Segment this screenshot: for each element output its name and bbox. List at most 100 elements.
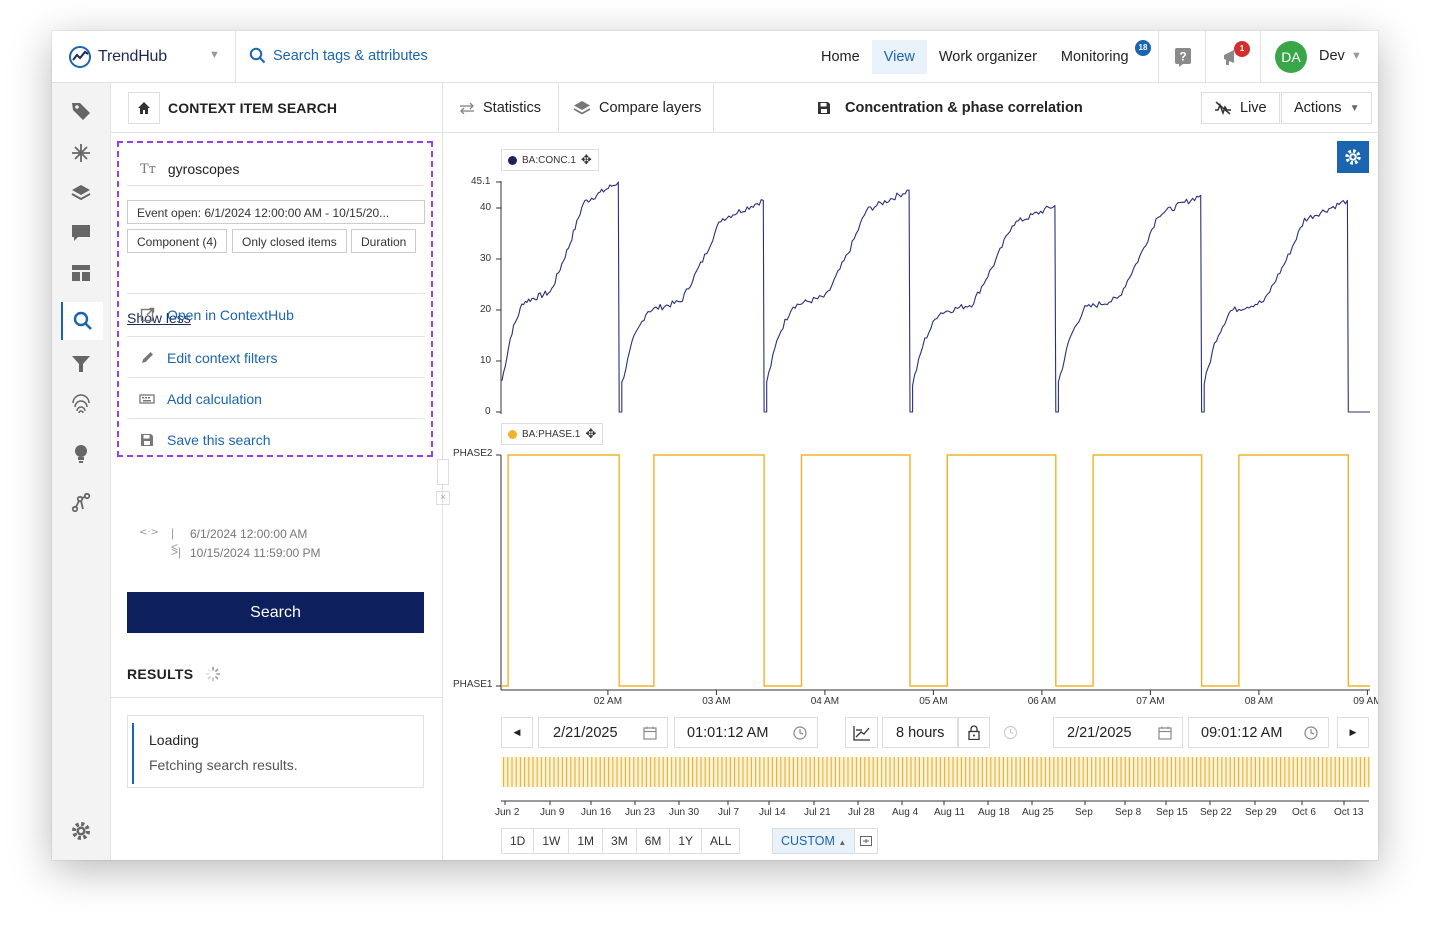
range-6m-button[interactable]: 6M — [637, 829, 671, 853]
navigator-stripe — [1065, 757, 1067, 787]
edit-filters-action[interactable]: Edit context filters — [127, 336, 425, 378]
open-contexthub-action[interactable]: Open in ContextHub — [127, 293, 425, 335]
navigator-stripe — [503, 757, 505, 787]
show-less-link[interactable]: Show less — [127, 310, 191, 326]
rail-layers-button[interactable] — [61, 174, 101, 212]
lock-duration-button[interactable] — [958, 717, 990, 748]
app-name: TrendHub — [98, 48, 167, 65]
keyboard-icon — [139, 393, 155, 404]
navigator-stripe — [1183, 757, 1185, 787]
navigator-stripe — [746, 757, 748, 787]
navigator-stripe — [944, 757, 946, 787]
navigator-stripe — [511, 757, 513, 787]
rail-fingerprint-button[interactable] — [61, 385, 101, 423]
home-button[interactable] — [128, 92, 160, 124]
nav-monitoring[interactable]: Monitoring — [1060, 48, 1129, 65]
navigator-stripe — [683, 757, 685, 787]
phase-legend[interactable]: BA:PHASE.1 ✥ — [501, 423, 604, 445]
navigator-stripe — [1338, 757, 1340, 787]
time-prev-button[interactable]: ◀ — [501, 717, 533, 748]
live-button[interactable]: Live — [1201, 92, 1280, 124]
results-label: RESULTS — [127, 666, 194, 682]
user-name[interactable]: Dev — [1319, 48, 1345, 64]
navigator-stripe — [1128, 757, 1130, 787]
navigator-stripe — [956, 757, 958, 787]
range-1y-button[interactable]: 1Y — [670, 829, 703, 853]
trend-chart[interactable]: 02 AM 03 AM 04 AM 05 AM 06 AM 07 AM 08 AM 09 AM — [52, 31, 1378, 860]
statistics-button[interactable]: Statistics — [459, 83, 541, 132]
chart-settings-button[interactable] — [1337, 141, 1369, 173]
move-icon[interactable]: ✥ — [585, 426, 597, 441]
history-icon[interactable] — [1003, 725, 1018, 745]
range-all-button[interactable]: ALL — [710, 834, 732, 848]
filter-chip-closed[interactable]: Only closed items — [232, 229, 347, 253]
navigator-stripe — [553, 757, 555, 787]
range-1m-button[interactable]: 1M — [569, 829, 604, 853]
range-3m-button[interactable]: 3M — [603, 829, 637, 853]
rail-insights-button[interactable] — [61, 434, 101, 472]
navigator-stripe — [650, 757, 652, 787]
app-logo[interactable]: TrendHub — [68, 45, 167, 69]
navigator-stripe — [973, 757, 975, 787]
duration-field[interactable]: 8 hours — [882, 717, 958, 748]
navigator-band[interactable] — [501, 757, 1370, 805]
rail-events-button[interactable] — [61, 134, 101, 172]
navigator-stripe — [1368, 757, 1370, 787]
home-icon — [138, 102, 150, 114]
start-time-field[interactable]: 01:01:12 AM — [674, 717, 818, 748]
navigator-stripe — [1137, 757, 1139, 787]
clock-icon — [1304, 725, 1318, 740]
search-button[interactable]: Search — [127, 592, 424, 633]
rail-filter-button[interactable] — [61, 345, 101, 383]
text-type-icon: Tт — [140, 161, 156, 177]
filter-chip-event[interactable]: Event open: 6/1/2024 12:00:00 AM - 10/15… — [127, 200, 425, 224]
x-tick-label: 07 AM — [1136, 696, 1164, 707]
custom-range-button[interactable]: CUSTOM ▲ — [772, 828, 879, 854]
navigator-stripe — [616, 757, 618, 787]
rail-tags-button[interactable] — [61, 92, 101, 130]
move-icon[interactable]: ✥ — [580, 152, 592, 167]
actions-button[interactable]: Actions ▼ — [1281, 92, 1373, 124]
filter-chip-duration[interactable]: Duration — [351, 229, 417, 253]
navigator-stripe — [519, 757, 521, 787]
filter-chip-component[interactable]: Component (4) — [127, 229, 228, 253]
view-toolbar: Statistics Compare layers Concentration … — [443, 83, 1378, 133]
compare-layers-button[interactable]: Compare layers — [573, 83, 701, 132]
user-menu-caret-icon[interactable]: ▼ — [1351, 50, 1362, 62]
expand-range-icon[interactable] — [854, 829, 877, 853]
nav-home[interactable]: Home — [821, 48, 860, 65]
navigator-stripe — [1212, 757, 1214, 787]
rail-annotations-button[interactable] — [61, 214, 101, 252]
panel-resize-handle[interactable] — [437, 459, 449, 485]
navigator-stripe — [792, 757, 794, 787]
statistics-label: Statistics — [483, 99, 542, 116]
end-date-field[interactable]: 2/21/2025 — [1053, 717, 1183, 748]
app-switcher-caret-icon[interactable]: ▼ — [209, 49, 220, 61]
search-tags-button[interactable]: Search tags & attributes — [249, 47, 428, 64]
rail-settings-button[interactable] — [61, 812, 101, 850]
navigator-label: Oct 6 — [1292, 807, 1316, 818]
query-input[interactable]: Tт gyroscopes — [127, 153, 423, 186]
range-1w-button[interactable]: 1W — [534, 829, 570, 853]
save-search-action[interactable]: Save this search — [127, 418, 425, 460]
avatar[interactable]: DA — [1275, 41, 1307, 73]
rail-dashboard-button[interactable] — [61, 254, 101, 292]
close-small-icon[interactable]: × — [436, 491, 450, 505]
navigator-stripe — [532, 757, 534, 787]
nav-view[interactable]: View — [871, 39, 927, 74]
rail-pattern-button[interactable] — [61, 484, 101, 522]
end-time-field[interactable]: 09:01:12 AM — [1188, 717, 1329, 748]
range-1d-button[interactable]: 1D — [502, 829, 535, 853]
time-next-button[interactable]: ▶ — [1337, 717, 1369, 748]
start-date-field[interactable]: 2/21/2025 — [538, 717, 668, 748]
zoom-chart-button[interactable] — [845, 717, 878, 748]
conc-legend[interactable]: BA:CONC.1 ✥ — [501, 149, 599, 171]
rail-search-button[interactable] — [61, 302, 103, 340]
nav-work-organizer[interactable]: Work organizer — [938, 48, 1037, 65]
add-calculation-action[interactable]: Add calculation — [127, 377, 425, 419]
panel-title: CONTEXT ITEM SEARCH — [168, 100, 338, 116]
navigator-stripe — [624, 757, 626, 787]
notifications-button[interactable] — [1222, 47, 1242, 72]
navigator-stripe — [969, 757, 971, 787]
help-button[interactable]: ? — [1174, 47, 1192, 72]
